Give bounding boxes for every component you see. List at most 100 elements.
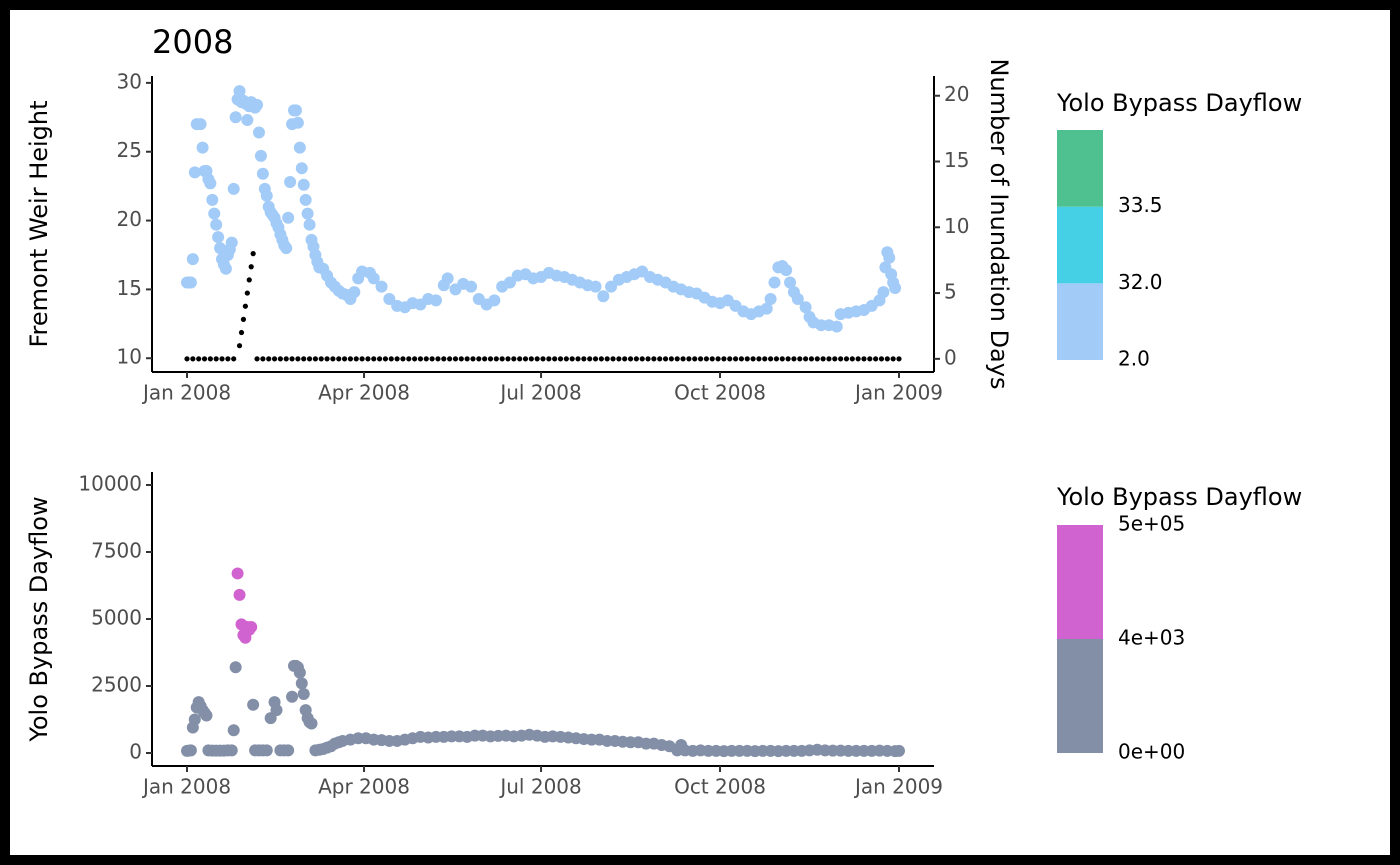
- point: [213, 356, 219, 362]
- point: [184, 276, 197, 289]
- point: [589, 280, 602, 293]
- point: [260, 189, 273, 202]
- point: [233, 588, 246, 601]
- point: [254, 356, 260, 362]
- point: [394, 356, 400, 362]
- point: [808, 356, 815, 362]
- point: [297, 688, 310, 701]
- point: [883, 251, 896, 264]
- point: [289, 356, 295, 362]
- point: [797, 356, 803, 362]
- legend-label: 33.5: [1118, 193, 1163, 217]
- point: [867, 356, 873, 362]
- point: [750, 356, 756, 362]
- point: [534, 356, 540, 362]
- legend-swatch: [1057, 206, 1103, 284]
- point: [470, 356, 476, 362]
- point: [270, 704, 283, 717]
- y-tick-label: 7500: [91, 538, 142, 562]
- point: [838, 356, 844, 362]
- point: [597, 290, 610, 303]
- point: [186, 253, 199, 266]
- point: [877, 286, 890, 299]
- point: [727, 356, 733, 362]
- point: [511, 356, 517, 362]
- point: [282, 211, 295, 224]
- point: [238, 329, 245, 336]
- point: [330, 356, 336, 362]
- point: [301, 356, 307, 362]
- point: [208, 207, 221, 220]
- point: [884, 356, 890, 362]
- point: [546, 356, 552, 362]
- point: [791, 293, 804, 306]
- point: [227, 182, 240, 195]
- point: [697, 356, 704, 362]
- point: [703, 356, 710, 362]
- point: [785, 356, 791, 362]
- point: [756, 356, 762, 362]
- point: [627, 356, 634, 362]
- point: [271, 356, 278, 362]
- point: [194, 118, 207, 131]
- point: [214, 242, 227, 255]
- point: [581, 356, 587, 362]
- point: [229, 661, 242, 674]
- point: [799, 301, 812, 314]
- x-tick-label: Apr 2008: [318, 381, 410, 405]
- point: [464, 356, 470, 362]
- point: [277, 356, 283, 362]
- y2-axis-title: Number of Inundation Days: [985, 59, 1013, 390]
- point: [452, 356, 459, 362]
- point: [353, 356, 359, 362]
- point: [616, 356, 622, 362]
- point: [465, 280, 478, 293]
- point: [476, 356, 482, 362]
- point: [231, 567, 244, 580]
- point: [225, 236, 238, 249]
- point: [563, 356, 569, 362]
- point: [441, 272, 454, 285]
- point: [260, 744, 273, 757]
- y2-tick-label: 10: [944, 214, 969, 238]
- point: [250, 251, 256, 257]
- point: [256, 167, 269, 180]
- point: [227, 724, 240, 737]
- y2-tick-label: 15: [944, 148, 969, 172]
- point: [206, 193, 219, 206]
- x-tick-label: Jul 2008: [498, 381, 581, 405]
- point: [668, 356, 674, 362]
- y-tick-label: 30: [117, 69, 142, 93]
- point: [347, 356, 354, 362]
- point: [639, 356, 645, 362]
- y-tick-label: 25: [117, 138, 142, 162]
- point: [295, 162, 308, 175]
- legend-swatch: [1057, 639, 1103, 753]
- point: [305, 717, 318, 730]
- y-tick-label: 10: [117, 345, 142, 369]
- point: [231, 356, 237, 362]
- point: [312, 356, 319, 362]
- point: [598, 356, 604, 362]
- point: [557, 356, 564, 362]
- point: [219, 356, 225, 362]
- point: [376, 356, 383, 362]
- point: [417, 356, 424, 362]
- point: [892, 744, 905, 757]
- point: [188, 166, 201, 179]
- point: [686, 356, 692, 362]
- point: [254, 149, 267, 162]
- y2-tick-label: 5: [944, 280, 957, 304]
- point: [458, 356, 464, 362]
- point: [240, 316, 247, 322]
- point: [429, 356, 435, 362]
- point: [768, 276, 781, 289]
- point: [633, 356, 639, 362]
- point: [604, 356, 610, 362]
- point: [861, 356, 867, 362]
- point: [605, 280, 618, 293]
- point: [832, 356, 838, 362]
- point: [301, 207, 314, 220]
- point: [587, 356, 593, 362]
